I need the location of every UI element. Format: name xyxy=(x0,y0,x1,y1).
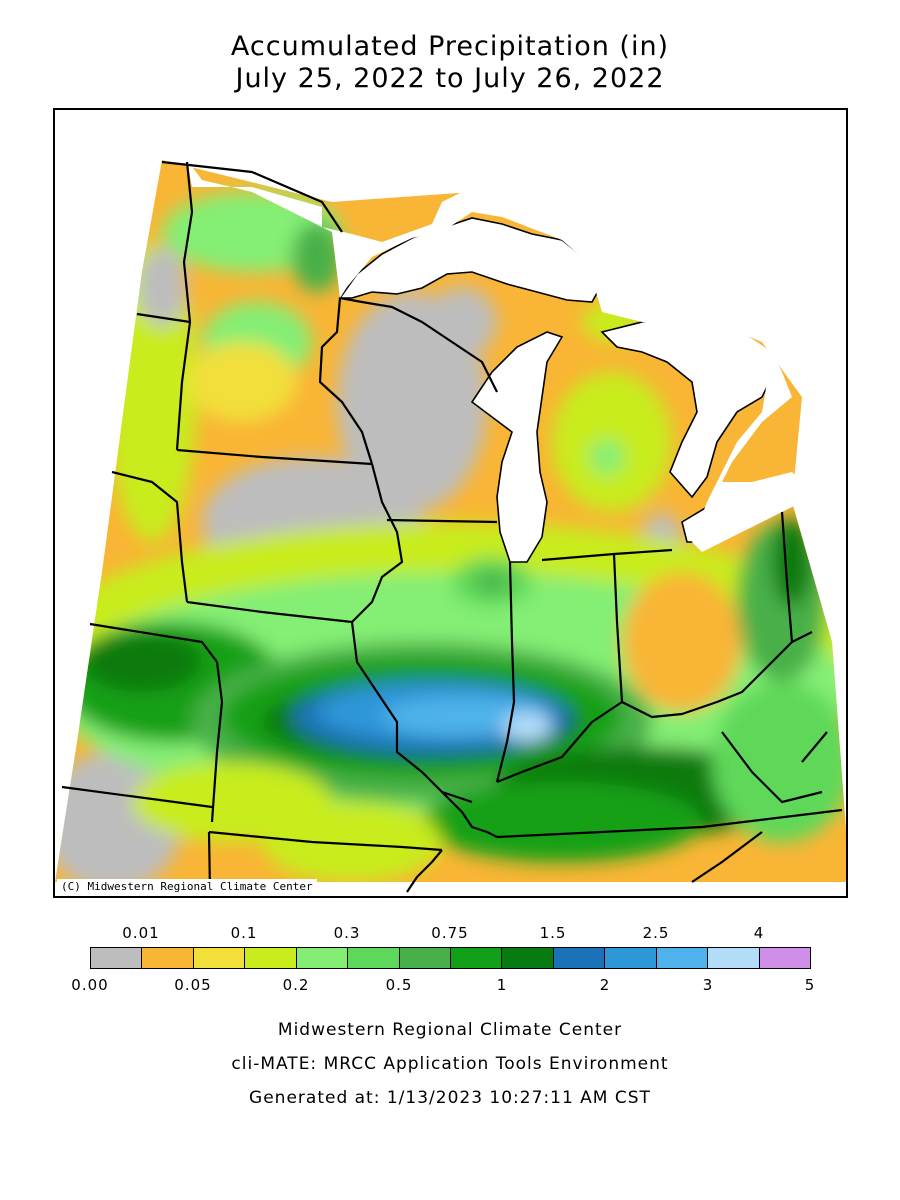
legend-color-swatch xyxy=(758,947,811,969)
legend-bottom-label: 3 xyxy=(702,976,714,994)
border-nd-mn xyxy=(175,161,194,451)
legend-top-label: 0.3 xyxy=(333,924,361,942)
border-wi-mi-up xyxy=(339,296,498,393)
legend-top-label: 4 xyxy=(753,924,765,942)
field-green-east-kentucky xyxy=(712,682,846,842)
footer-organization: Midwestern Regional Climate Center xyxy=(277,1020,623,1040)
border-ok-ks xyxy=(61,785,213,809)
border-ky-in-il xyxy=(496,701,623,784)
legend-color-swatch xyxy=(707,947,760,969)
legend-color-swatch xyxy=(604,947,657,969)
legend-bottom-label: 0.00 xyxy=(71,976,109,994)
border-ia-il xyxy=(351,463,404,623)
map-title-line-2: July 25, 2022 to July 26, 2022 xyxy=(235,63,665,94)
legend-top-label: 0.01 xyxy=(122,924,160,942)
footer-tool-name: cli-MATE: MRCC Application Tools Environ… xyxy=(231,1054,669,1074)
legend-bottom-label: 0.5 xyxy=(385,976,413,994)
legend-bottom-label: 0.2 xyxy=(282,976,310,994)
legend-color-swatch xyxy=(141,947,194,969)
legend-bottom-label: 0.05 xyxy=(174,976,212,994)
map-title-line-1: Accumulated Precipitation (in) xyxy=(230,31,670,62)
field-green-michigan xyxy=(589,439,625,475)
field-grey-sd-west xyxy=(137,247,187,327)
legend-top-label: 0.75 xyxy=(431,924,469,942)
legend-color-swatch xyxy=(552,947,606,969)
border-mn-ia xyxy=(176,448,373,466)
legend-top-label: 0.1 xyxy=(230,924,258,942)
field-dark-green-ohio-east xyxy=(772,517,812,607)
field-yellow-arkansas xyxy=(262,802,442,882)
field-dark-green-mn xyxy=(292,222,342,292)
field-medium-green-tn xyxy=(422,782,702,862)
border-oh-pa xyxy=(780,511,794,643)
map-canvas xyxy=(55,160,846,893)
legend-color-swatch xyxy=(295,947,349,969)
legend-color-swatch xyxy=(90,947,143,969)
border-va-ky xyxy=(691,831,763,883)
canada-landmass xyxy=(187,160,802,552)
legend-color-swatch xyxy=(347,947,400,969)
border-wv-va xyxy=(801,731,828,763)
copyright-notice: (C) Midwestern Regional Climate Center xyxy=(57,879,317,894)
great-lakes xyxy=(187,160,802,563)
border-wi-il xyxy=(386,518,498,524)
legend-color-swatch xyxy=(192,947,246,969)
border-nd-sd xyxy=(136,312,191,324)
border-ia-mo xyxy=(186,600,353,624)
color-legend: 0.01 0.1 0.3 0.75 1.5 2.5 4 0.00 0.05 0.… xyxy=(0,920,900,1010)
state-borders xyxy=(61,160,843,893)
border-mn-wi xyxy=(318,297,374,465)
legend-color-swatch xyxy=(655,947,709,969)
border-mo-ar xyxy=(208,830,443,852)
field-orange-indiana-ohio xyxy=(622,572,742,712)
border-il-in xyxy=(495,561,516,783)
field-grey-lake-shore xyxy=(427,287,497,357)
precipitation-map: (C) Midwestern Regional Climate Center xyxy=(53,108,848,898)
border-canada-mn xyxy=(161,160,343,233)
border-mo-il xyxy=(350,621,473,804)
legend-color-swatch xyxy=(501,947,554,969)
legend-bottom-label: 5 xyxy=(804,976,816,994)
border-wv-ky xyxy=(721,731,823,804)
border-ky-tn xyxy=(496,808,843,839)
border-oh-river xyxy=(621,631,813,719)
legend-top-label: 2.5 xyxy=(642,924,670,942)
border-ne-ks xyxy=(89,622,218,663)
field-blue-peak xyxy=(502,712,552,742)
border-ks-mo xyxy=(210,661,224,823)
legend-bottom-label: 1 xyxy=(496,976,508,994)
lake-michigan xyxy=(470,331,564,563)
legend-top-label: 1.5 xyxy=(539,924,567,942)
footer-generated-time: Generated at: 1/13/2023 10:27:11 AM CST xyxy=(249,1088,651,1108)
border-ar-tn xyxy=(406,849,443,893)
field-dark-green-illinois xyxy=(474,572,510,592)
legend-color-swatch xyxy=(244,947,297,969)
legend-color-swatch xyxy=(450,947,503,969)
border-in-oh xyxy=(612,553,624,703)
border-mi-in-oh xyxy=(541,548,673,562)
legend-bottom-label: 2 xyxy=(599,976,611,994)
border-mo-bootheel xyxy=(441,791,498,838)
legend-color-swatch xyxy=(398,947,451,969)
field-dark-green-kansas xyxy=(82,632,202,692)
border-sd-ne xyxy=(111,470,189,603)
field-yellow-mn xyxy=(187,342,297,422)
